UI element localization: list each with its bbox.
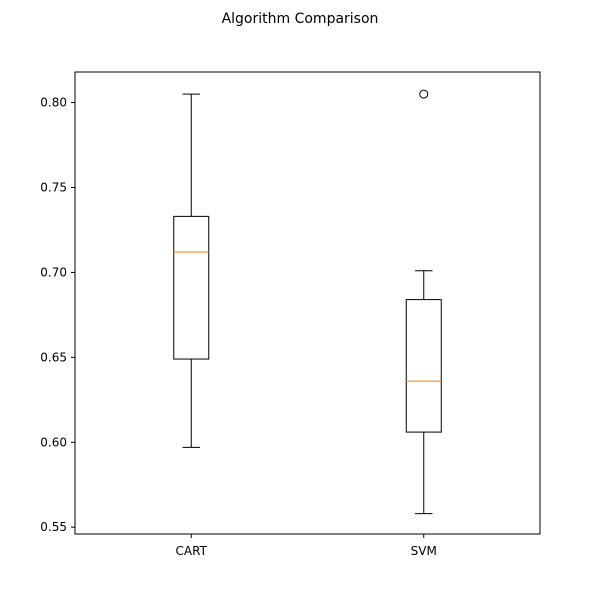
y-tick-label: 0.65	[40, 350, 67, 364]
x-tick-label: CART	[176, 544, 208, 558]
y-tick-label: 0.60	[40, 435, 67, 449]
y-axis: 0.55 0.60 0.65 0.70 0.75 0.80	[40, 96, 75, 534]
y-tick-label: 0.70	[40, 265, 67, 279]
box-iqr	[405, 299, 442, 433]
box-svm	[405, 89, 442, 515]
x-axis: CART SVM	[176, 534, 437, 558]
box-iqr	[173, 215, 210, 360]
plot-area-frame	[74, 71, 541, 535]
x-tick-label: SVM	[411, 544, 437, 558]
y-tick-label: 0.55	[40, 520, 67, 534]
box-cart	[173, 93, 210, 448]
y-tick-label: 0.80	[40, 96, 67, 110]
outlier-point	[419, 89, 429, 99]
chart-title: Algorithm Comparison	[222, 11, 379, 27]
box-series	[173, 89, 442, 515]
y-tick-label: 0.75	[40, 181, 67, 195]
